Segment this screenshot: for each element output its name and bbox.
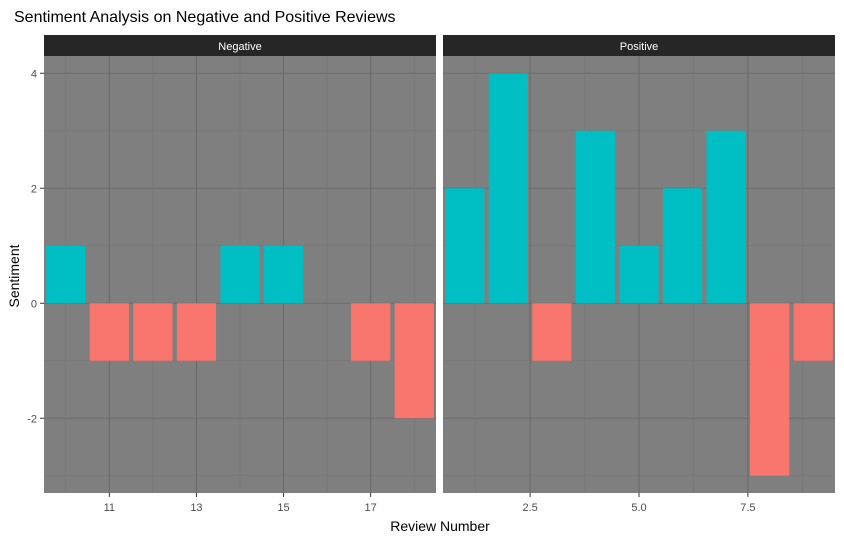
bar-positive-8 [750, 303, 790, 476]
bar-negative-18 [394, 303, 434, 419]
y-tick-label: 0 [31, 298, 37, 310]
y-tick-label: 4 [31, 68, 37, 80]
y-axis: -2 0 2 4 [27, 68, 44, 425]
bar-positive-6 [662, 188, 703, 304]
facet-strip-label: Positive [620, 41, 659, 53]
bar-negative-10 [46, 245, 86, 304]
x-tick-label: 11 [104, 502, 115, 514]
x-tick-label: 15 [277, 502, 289, 514]
bar-negative-13 [176, 303, 217, 361]
x-tick-label: 13 [190, 502, 202, 514]
bar-positive-9 [793, 303, 833, 361]
bar-positive-2 [488, 73, 528, 304]
bar-negative-17 [351, 303, 391, 361]
x-axis-title: Review Number [390, 518, 490, 534]
y-tick-label: -2 [27, 413, 37, 425]
bar-negative-12 [133, 303, 173, 361]
facet-strip-label: Negative [218, 41, 261, 53]
x-tick-label: 17 [365, 502, 377, 514]
bar-positive-7 [706, 130, 746, 304]
y-axis-title: Sentiment [6, 244, 22, 307]
facet-strip [44, 35, 436, 56]
facet-panel-negative: Negative 11 13 15 17 [44, 35, 436, 514]
bar-positive-1 [445, 188, 485, 304]
x-tick-label: 2.5 [522, 502, 537, 514]
x-tick-label: 5.0 [631, 502, 646, 514]
chart-title: Sentiment Analysis on Negative and Posit… [14, 9, 396, 26]
bar-negative-11 [89, 303, 129, 361]
bar-negative-15 [263, 245, 304, 304]
facet-strip [443, 35, 835, 56]
bar-positive-3 [532, 303, 572, 361]
x-tick-label: 7.5 [740, 502, 755, 514]
bar-negative-14 [220, 245, 260, 304]
bar-positive-4 [575, 130, 616, 304]
facet-panel-positive: Positive 2.5 5.0 7.5 [443, 35, 835, 514]
y-tick-label: 2 [31, 183, 37, 195]
bar-positive-5 [619, 245, 659, 304]
